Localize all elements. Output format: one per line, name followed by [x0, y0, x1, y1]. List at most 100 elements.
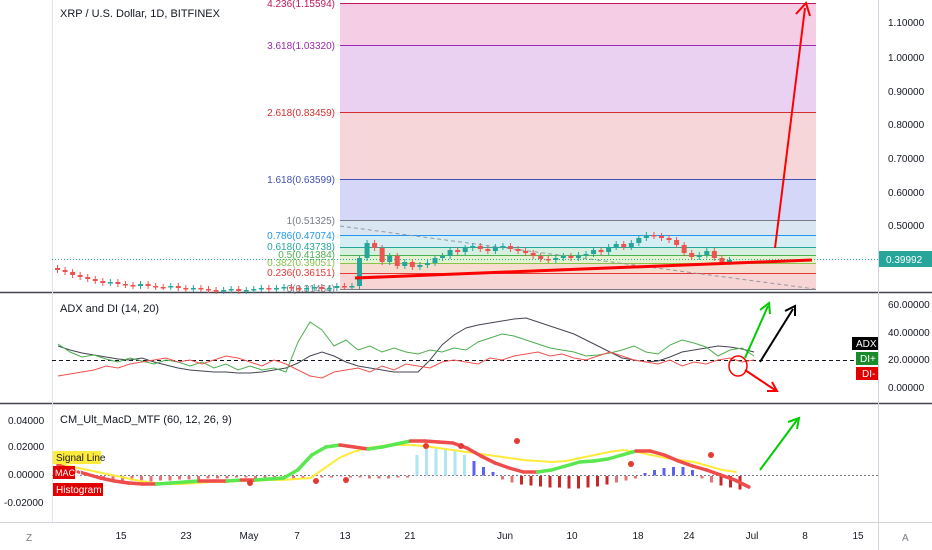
candle-body [455, 250, 461, 252]
macd-cross-dot [247, 480, 253, 486]
candle-body [470, 246, 476, 248]
fib-level-label: 4.236(1.15594) [267, 0, 335, 10]
zoom-reset-button[interactable]: Z [26, 533, 32, 544]
macd-legend-badge [53, 466, 75, 479]
adx-pane[interactable] [52, 293, 878, 403]
candle-body [372, 243, 378, 248]
signal-legend-badge [53, 451, 101, 464]
macd-green-arrow-annotation[interactable] [759, 419, 798, 471]
candle-body [258, 288, 264, 290]
candle-body [666, 238, 672, 240]
candle-body [568, 256, 574, 258]
green-arrow-annotation[interactable] [744, 305, 769, 359]
macd-histogram-bar [406, 476, 409, 478]
price-axis-tick: 0.50000 [888, 221, 925, 232]
macd-histogram-bar [567, 476, 571, 489]
candle-body [379, 248, 385, 262]
candle-body [228, 289, 234, 291]
macd-line-segment [535, 468, 554, 474]
last-price-label: 0.39992 [886, 255, 923, 266]
macd-histogram-bar [710, 476, 713, 483]
candle-body [538, 256, 544, 259]
di-plus-line[interactable] [57, 321, 755, 373]
candle-body [190, 288, 196, 290]
macd-histogram-bar [605, 476, 609, 485]
candle-body [311, 287, 317, 289]
candle-body [606, 247, 612, 252]
macd-histogram-bar [634, 476, 637, 479]
time-axis-tick: Jun [497, 531, 513, 542]
candle-body [334, 286, 340, 288]
macd-line-segment [338, 443, 356, 449]
macd-histogram-bar [301, 476, 305, 479]
adx-axis-tick: 60.00000 [888, 300, 930, 311]
price-axis-tick: 0.80000 [888, 120, 925, 131]
macd-histogram-bar [453, 451, 457, 476]
up-arrow-annotation[interactable] [774, 7, 806, 249]
candle-body [319, 287, 325, 289]
macd-histogram-bar [111, 476, 115, 480]
macd-line-segment [690, 464, 709, 472]
candle-body [681, 245, 687, 253]
candle-body [107, 282, 113, 284]
macd-line-segment [154, 481, 173, 486]
price-axis-tick: 1.00000 [888, 53, 925, 64]
macd-line-segment [380, 442, 399, 449]
candle-body [145, 284, 151, 286]
candle-body [77, 275, 83, 277]
macd-histogram-bar [596, 476, 599, 487]
time-axis-tick: 7 [294, 531, 300, 542]
macd-histogram-bar [263, 476, 267, 479]
macd-histogram-bar [643, 473, 647, 476]
macd-line-segment [479, 454, 497, 465]
main-chart-title: XRP / U.S. Dollar, 1D, BITFINEX [60, 8, 221, 20]
macd-line[interactable] [56, 438, 751, 489]
macd-cross-dot [423, 443, 429, 449]
macd-histogram-bar [662, 468, 666, 476]
candlestick-series[interactable] [55, 232, 732, 294]
macd-histogram[interactable] [102, 447, 742, 490]
macd-histogram-bar [187, 476, 191, 480]
candle-body [402, 262, 408, 266]
macd-histogram-bar [320, 476, 324, 478]
candle-body [85, 277, 91, 279]
candle-body [198, 288, 204, 290]
macd-histogram-bar [244, 476, 248, 478]
adx-axis-tick: 40.00000 [888, 328, 930, 339]
di-minus-line[interactable] [57, 351, 755, 379]
macd-line-segment [366, 445, 385, 451]
macd-histogram-bar [425, 449, 428, 476]
red-arrow-head [767, 381, 779, 392]
red-arrow-annotation[interactable] [744, 369, 776, 391]
fib-extension[interactable]: 4.236(1.15594) 3.618(1.03320) 2.618(0.83… [267, 0, 816, 295]
candle-body [424, 263, 430, 265]
macd-histogram-bar [349, 476, 352, 478]
macd-histogram-bar [368, 476, 371, 479]
circle-annotation[interactable] [728, 355, 748, 377]
candle-body [643, 235, 649, 238]
macd-histogram-bar [510, 476, 514, 483]
candle-body [523, 251, 529, 253]
macd-line-segment [422, 439, 441, 444]
candle-body [341, 286, 347, 288]
price-axis-tick: 1.10000 [888, 18, 925, 29]
support-trendline[interactable] [354, 258, 813, 280]
macd-histogram-bar [387, 476, 390, 479]
candle-body [281, 287, 287, 289]
auto-scale-button[interactable]: A [902, 533, 909, 544]
macd-line-segment [620, 449, 638, 457]
macd-legend-label: MACD [55, 468, 82, 478]
candle-body [183, 288, 189, 290]
candle-body [394, 256, 400, 266]
fib-level-label: 0.618(0.43738) [267, 242, 335, 253]
candle-body [711, 251, 717, 258]
black-arrow-annotation[interactable] [759, 308, 794, 363]
candle-body [153, 286, 159, 288]
macd-histogram-bar [672, 467, 675, 476]
price-axis-tick: 0.70000 [888, 154, 925, 165]
candle-body [440, 256, 446, 258]
up-arrow-head [795, 1, 811, 17]
fib-level-label: 0.236(0.36151) [267, 268, 335, 279]
